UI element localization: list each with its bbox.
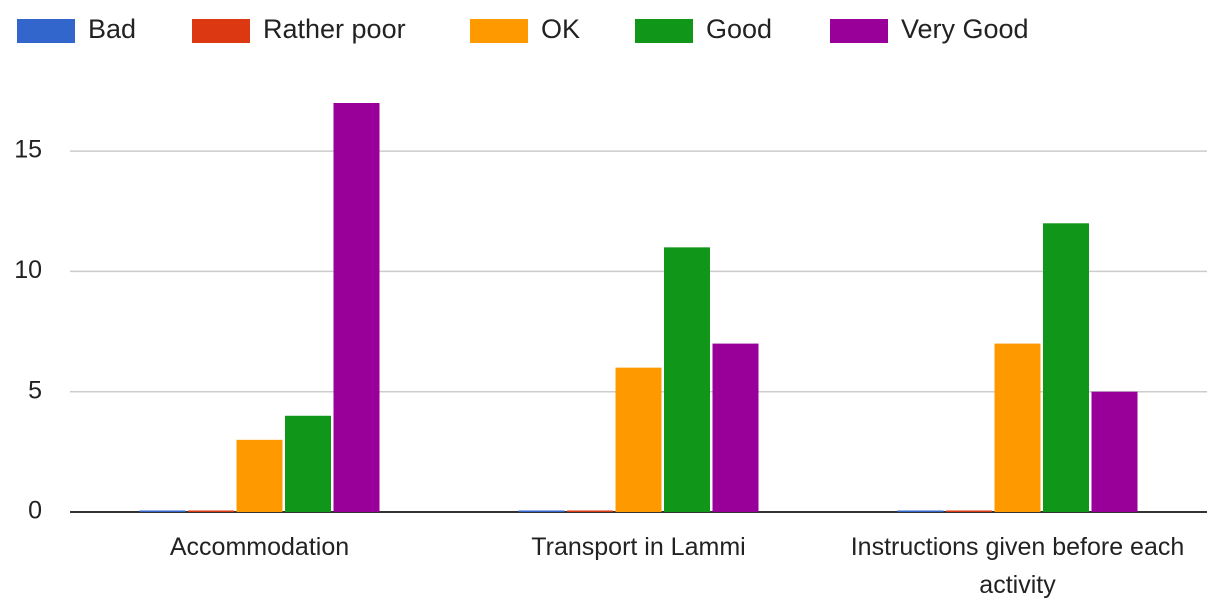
legend-label: Very Good [901,14,1029,44]
bar [712,343,759,512]
x-tick-label: Transport in Lammi [531,533,746,561]
x-tick-label: Instructions given before each activity [850,533,1185,599]
y-tick-label: 10 [14,256,42,284]
bar [518,510,565,512]
bar [333,103,380,512]
legend-swatch [830,19,888,43]
bar [139,510,186,512]
y-tick-label: 15 [14,136,42,164]
bar [615,367,662,512]
legend-swatch [17,19,75,43]
y-tick-label: 0 [28,497,42,525]
bar [946,510,992,512]
y-tick-label: 5 [28,376,42,404]
bar [664,247,710,512]
bar [1091,391,1138,512]
legend-swatch [192,19,250,43]
bar [897,510,944,512]
bar [188,510,234,512]
legend-label: Bad [88,14,136,44]
bar [994,343,1041,512]
legend-label: OK [541,14,580,44]
x-tick-label: Accommodation [169,533,350,561]
bar [236,439,283,512]
bar [1043,223,1089,512]
bar [567,510,613,512]
legend-swatch [635,19,693,43]
legend-swatch [470,19,528,43]
legend-label: Rather poor [263,14,406,44]
bar [285,415,331,512]
legend-label: Good [706,14,772,44]
